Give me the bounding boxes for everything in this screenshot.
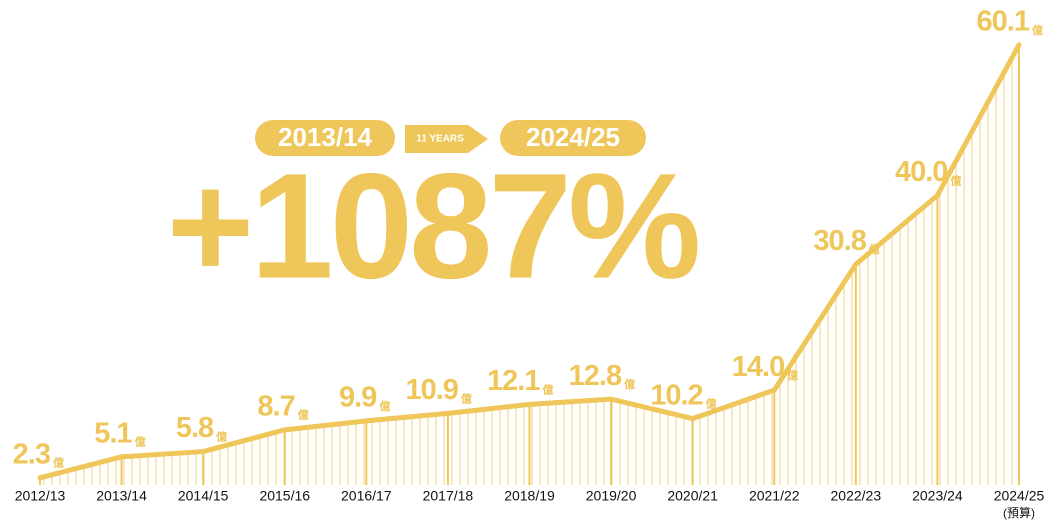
value-label: 12.8 [569, 360, 622, 392]
value-label: 10.9 [405, 374, 458, 406]
x-tick-label: 2024/25 [994, 488, 1045, 504]
unit-label: 億 [706, 397, 717, 411]
value-label: 8.7 [257, 390, 294, 422]
unit-label: 億 [135, 435, 146, 449]
value-label: 5.1 [94, 417, 132, 449]
from-pill [255, 120, 395, 156]
arrow [405, 125, 488, 153]
value-label: 30.8 [813, 225, 866, 257]
unit-label: 億 [543, 382, 554, 396]
x-tick-label: 2014/15 [178, 488, 229, 504]
to-label: 2024/25 [526, 122, 620, 152]
unit-label: 億 [1032, 23, 1043, 37]
value-label: 40.0 [895, 156, 947, 188]
x-tick-label: 2021/22 [749, 488, 800, 504]
unit-label: 億 [869, 242, 880, 256]
to-pill [500, 120, 646, 156]
unit-label: 億 [461, 391, 472, 405]
hatch-area [40, 44, 1019, 485]
change-label: +1087% [167, 142, 698, 310]
x-tick-label: 2012/13 [15, 488, 66, 504]
x-tick-label: 2022/23 [831, 488, 882, 504]
x-tick-label: 2019/20 [586, 488, 637, 504]
unit-label: 億 [298, 408, 309, 422]
x-tick-label: 2018/19 [504, 488, 555, 504]
x-tick-label: 2015/16 [259, 488, 310, 504]
unit-label: 億 [216, 429, 227, 443]
x-tick-label: 2017/18 [423, 488, 474, 504]
span-label: 11 YEARS [416, 134, 464, 145]
value-label: 2.3 [13, 438, 51, 470]
value-label: 10.2 [650, 379, 702, 411]
x-tick-label: 2013/14 [96, 488, 147, 504]
x-tick-label: 2016/17 [341, 488, 392, 504]
unit-label: 億 [624, 377, 635, 391]
value-label: 5.8 [176, 412, 214, 444]
x-tick-label: 2023/24 [912, 488, 963, 504]
from-label: 2013/14 [278, 122, 373, 152]
unit-label: 億 [950, 173, 961, 187]
unit-label: 億 [53, 456, 64, 470]
value-label: 9.9 [339, 382, 377, 414]
value-label: 12.1 [487, 365, 540, 397]
unit-label: 億 [379, 399, 390, 413]
x-tick-label: 2020/21 [667, 488, 718, 504]
unit-label: 億 [787, 368, 798, 382]
line [37, 42, 1022, 481]
x-tick-note: (預算) [1003, 505, 1035, 520]
value-label: 14.0 [732, 351, 784, 383]
value-label: 60.1 [977, 6, 1030, 38]
